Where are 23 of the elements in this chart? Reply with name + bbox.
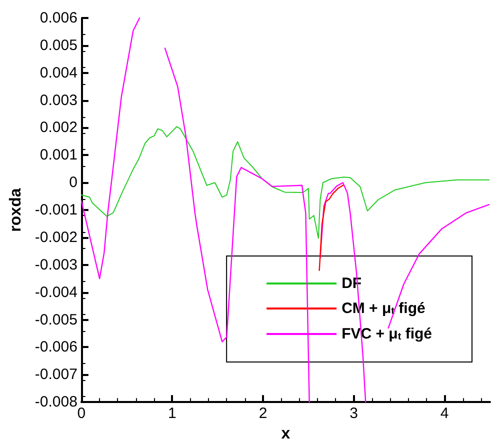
y-tick-label: 0.002 [40,119,78,136]
x-tick-label: 3 [350,405,358,422]
y-tick-label: -0.001 [34,202,78,219]
y-tick-label: -0.006 [34,338,78,356]
y-tick-label: 0.005 [40,36,78,54]
y-tick-label: 0.001 [40,146,78,164]
y-tick-label: -0.005 [34,311,78,328]
line-series [318,184,344,272]
y-tick-label: -0.007 [34,366,78,384]
x-tick-label: 1 [168,405,176,422]
y-tick-label: -0.008 [34,394,78,411]
y-tick-label: 0.006 [40,10,78,26]
x-tick-label: 4 [440,405,449,422]
x-axis-title: x [281,426,290,442]
x-tick-label: 2 [258,405,268,422]
y-tick-label: -0.003 [34,256,78,274]
line-series [80,126,490,239]
y-axis-title: roxda [8,188,24,232]
y-tick-label: 0.004 [40,64,78,82]
y-tick-label: 0.003 [40,92,78,109]
y-tick-label: -0.002 [34,228,78,246]
y-tick-label: 0 [69,174,78,192]
y-tick-label: -0.004 [34,284,78,301]
